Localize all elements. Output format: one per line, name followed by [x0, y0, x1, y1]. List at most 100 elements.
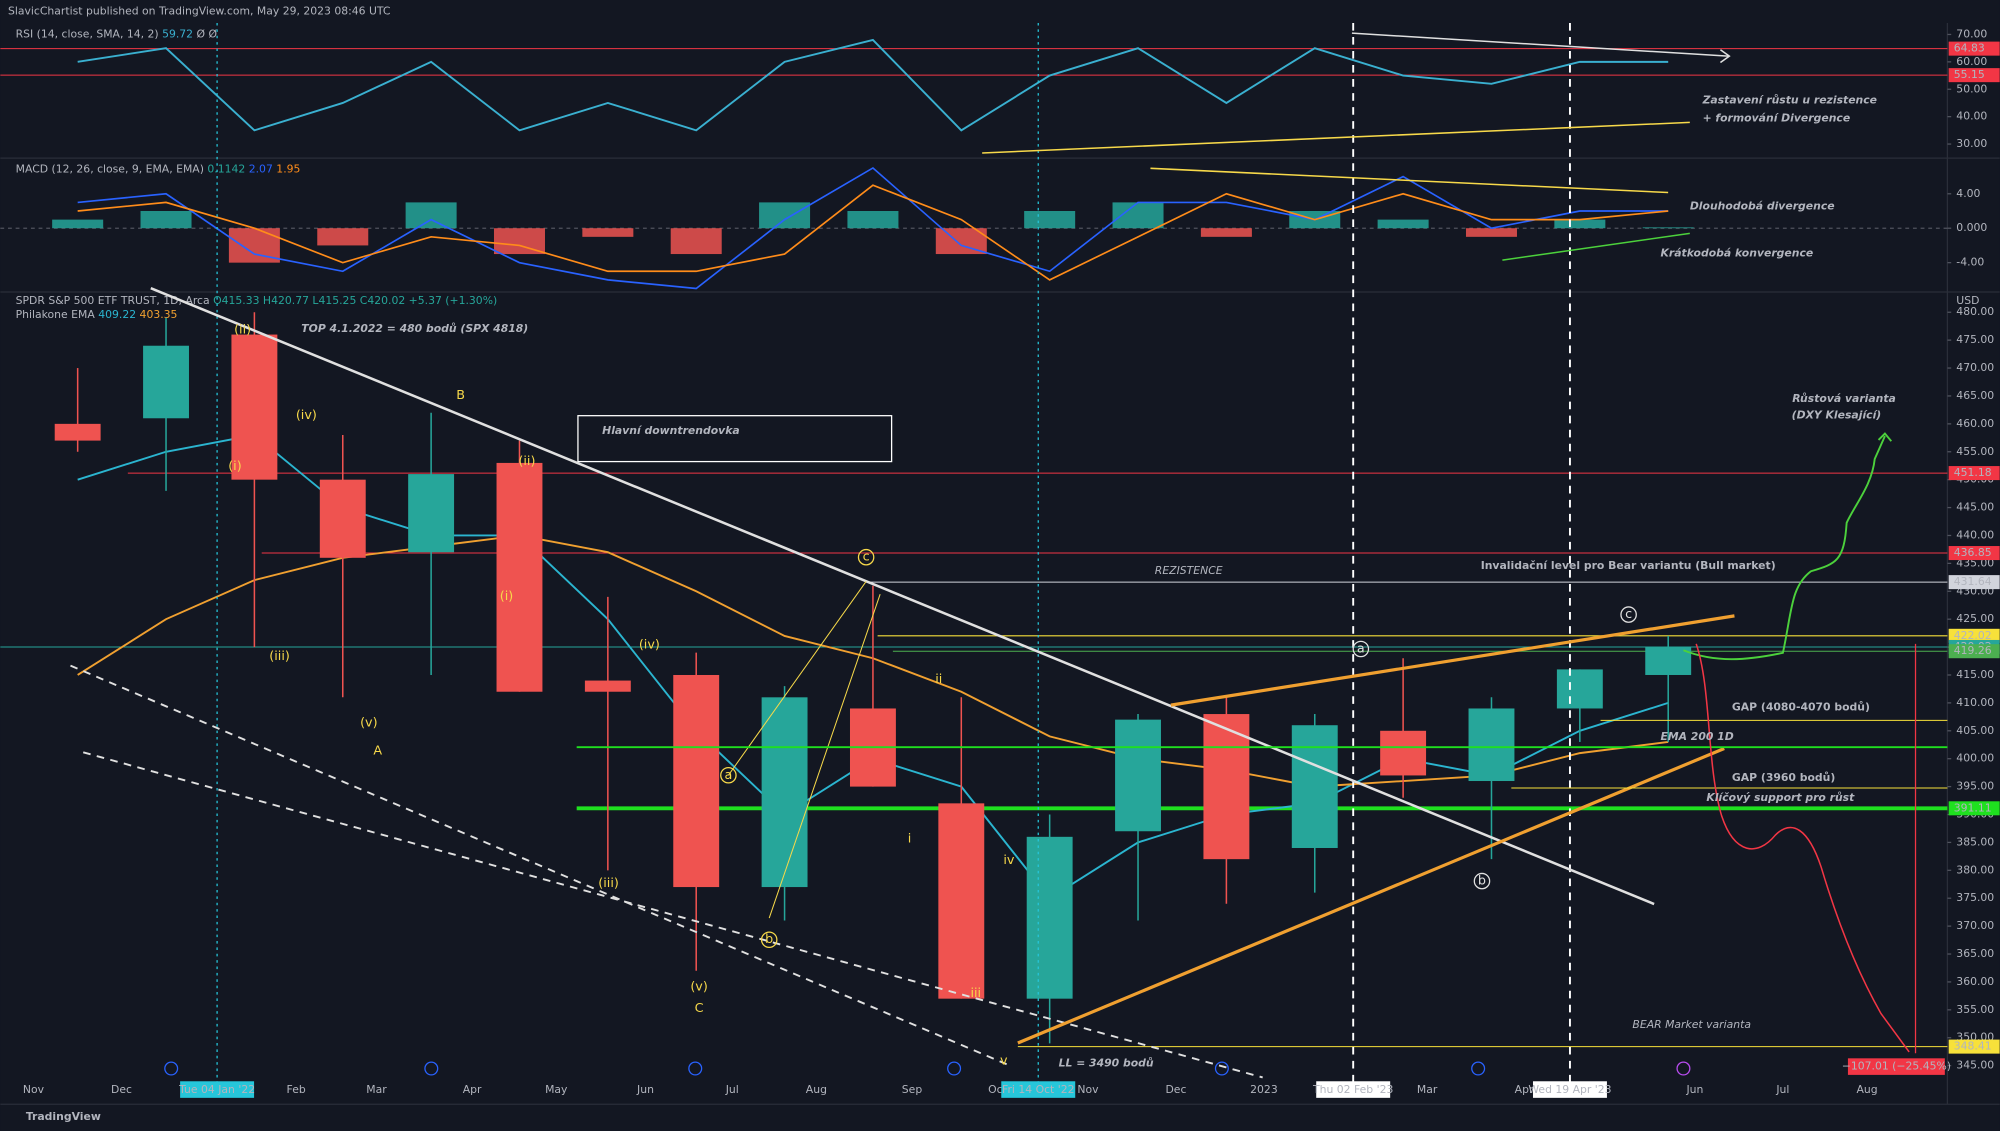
wave-circle: [760, 931, 778, 949]
y-tick-label: 380.00: [1956, 863, 1994, 876]
x-tick-label: May: [545, 1083, 568, 1096]
drawdown-label: −107.01 (−25.45%): [1842, 1060, 1951, 1073]
y-tick-label: 400.00: [1956, 752, 1994, 765]
wave-label: (ii): [234, 323, 251, 338]
arrow-head: [1719, 49, 1731, 64]
y-tick-label: 370.00: [1956, 919, 1994, 932]
candle-body: [408, 474, 455, 553]
time-highlight: [1316, 1081, 1391, 1098]
macd-histogram-bar: [1024, 211, 1076, 229]
wave-label: ii: [935, 672, 942, 687]
drawings: [70, 22, 1948, 1100]
ohlc: O415.33 H420.77 L415.25 C420.02 +5.37 (+…: [213, 294, 497, 307]
event-icon[interactable]: [424, 1061, 439, 1076]
candle-body: [1380, 730, 1427, 776]
wave-label: (iv): [296, 408, 317, 423]
drawdown-label-bg: [1847, 1058, 1945, 1075]
wave-label: b: [1478, 874, 1486, 889]
rsi-legend: RSI (14, close, SMA, 14, 2) 59.72 Ø Ø: [16, 27, 217, 40]
level-label-bg: [1948, 801, 2000, 816]
level-label: 391.11: [1954, 801, 1992, 814]
level-label-bg: [1948, 644, 2000, 659]
rsi-title: RSI (14, close, SMA, 14, 2): [16, 27, 159, 40]
wave-label: (ii): [518, 454, 535, 469]
wave-label: C: [695, 1001, 704, 1016]
wave-line: [727, 581, 867, 776]
x-tick-label: Jun: [636, 1083, 654, 1096]
level-label: 55.15: [1954, 68, 1985, 81]
macd-histogram-bar: [317, 228, 369, 246]
event-icon[interactable]: [947, 1061, 962, 1076]
macd-histogram-bar: [140, 211, 192, 229]
candle-body: [1026, 836, 1073, 999]
wave-label: a: [1357, 642, 1365, 657]
level-label: 451.18: [1954, 466, 1992, 479]
event-icon[interactable]: [1676, 1061, 1691, 1076]
event-icon[interactable]: [164, 1061, 179, 1076]
candle-body: [319, 479, 366, 558]
currency: USD: [1956, 294, 1979, 307]
annotation: REZISTENCE: [1155, 564, 1223, 577]
macd-histogram-bar: [1200, 228, 1252, 237]
wave-label: iii: [970, 986, 981, 1001]
y-tick-label: 405.00: [1956, 724, 1994, 737]
candle-body: [1291, 725, 1338, 848]
event-icon[interactable]: [688, 1061, 703, 1076]
y-tick-label: 40.00: [1956, 110, 1987, 123]
y-tick-label: 30.00: [1956, 137, 1987, 150]
x-tick-label: Fri 14 Oct '22: [1002, 1083, 1074, 1096]
level-label: 348.41: [1954, 1040, 1992, 1053]
annotation: Dlouhodobá divergence: [1690, 200, 1835, 213]
footer: TradingView: [26, 1110, 101, 1123]
x-tick-label: Thu 02 Feb '23: [1312, 1083, 1393, 1096]
y-tick-label: 395.00: [1956, 780, 1994, 793]
x-tick-label: Jul: [725, 1083, 739, 1096]
y-tick-label: -4.00: [1956, 256, 1984, 269]
macd-histogram-bar: [405, 202, 457, 229]
macd-trendline: [1502, 232, 1690, 261]
wave-circle: [720, 766, 737, 784]
ema-legend: Philakone EMA 409.22 403.35: [16, 308, 178, 321]
macd-trendline: [1150, 167, 1669, 194]
annotation: Klíčový support pro růst: [1706, 791, 1855, 804]
wave-label: B: [456, 388, 465, 403]
macd-histogram-bar: [1642, 227, 1694, 229]
y-tick-label: 440.00: [1956, 528, 1994, 541]
y-tick-label: 50.00: [1956, 82, 1987, 95]
candle-body: [673, 674, 720, 888]
level-label-bg: [1948, 546, 2000, 561]
annotation: TOP 4.1.2022 = 480 bodů (SPX 4818): [301, 322, 528, 335]
annotation: (DXY Klesající): [1792, 409, 1882, 422]
macd-histogram-bar: [1377, 219, 1429, 229]
event-icon[interactable]: [1471, 1061, 1486, 1076]
level-label-bg: [1948, 628, 2000, 643]
candle-body: [143, 345, 189, 419]
y-tick-label: 360.00: [1956, 975, 1994, 988]
event-icon[interactable]: [1214, 1061, 1229, 1076]
y-tick-label: 475.00: [1956, 333, 1994, 346]
candle-body: [1645, 647, 1692, 675]
symbol-title: SPDR S&P 500 ETF TRUST, 1D, Arca: [16, 294, 210, 307]
channel-line: [70, 664, 1009, 1066]
bull-scenario: [1683, 435, 1886, 661]
x-tick-label: Feb: [287, 1083, 306, 1096]
y-tick-label: 455.00: [1956, 445, 1994, 458]
y-tick-label: 0.000: [1956, 221, 1987, 234]
rsi-trendline: [1351, 32, 1729, 57]
annotation: EMA 200 1D: [1660, 730, 1733, 743]
level-label: 436.85: [1954, 546, 1992, 559]
wave-label: (iii): [598, 876, 619, 891]
time-highlight: [1532, 1081, 1607, 1098]
annotation: LL = 3490 bodů: [1059, 1056, 1154, 1069]
level-label: 431.64: [1954, 575, 1992, 588]
y-tick-label: 355.00: [1956, 1003, 1994, 1016]
x-tick-label: Dec: [111, 1083, 132, 1096]
annotation: Krátkodobá konvergence: [1660, 247, 1813, 260]
macd-histogram-bar: [670, 228, 722, 255]
y-tick-label: 4.00: [1956, 187, 1980, 200]
macd-histogram-bar: [1554, 219, 1606, 229]
y-tick-label: 410.00: [1956, 696, 1994, 709]
wave-labels: (ii) (iv) (i) (iii) (v) A B (ii) (i) (iv…: [228, 323, 1632, 1069]
